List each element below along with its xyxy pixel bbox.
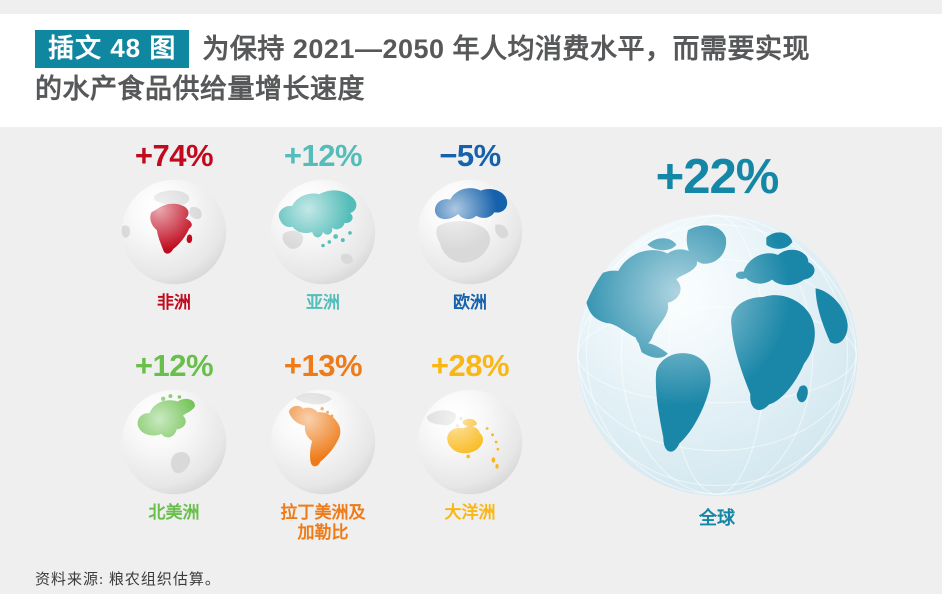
- region-asia: +12% 亚洲: [243, 136, 403, 313]
- africa-globe-icon: [121, 179, 227, 285]
- latin-america-label-line2: 加勒比: [297, 523, 349, 542]
- region-africa: +74% 非洲: [94, 136, 254, 313]
- asia-globe-icon: [270, 179, 376, 285]
- global-value: +22%: [655, 150, 780, 204]
- latin-america-globe-icon: [270, 389, 376, 495]
- europe-label: 欧洲: [453, 293, 487, 312]
- europe-globe-icon: [417, 179, 523, 285]
- europe-value: −5%: [439, 138, 501, 173]
- region-europe: −5% 欧洲: [390, 136, 550, 313]
- latin-america-label-line1: 拉丁美洲及: [280, 503, 366, 522]
- africa-label: 非洲: [157, 293, 191, 312]
- oceania-value: +28%: [430, 348, 510, 383]
- global-label: 全球: [699, 508, 735, 528]
- region-global: +22%: [555, 148, 879, 530]
- asia-label: 亚洲: [306, 293, 340, 312]
- figure-number-badge: 插文 48 图: [35, 30, 190, 68]
- latin-america-value: +13%: [283, 348, 363, 383]
- global-globe-icon: [576, 214, 858, 496]
- figure-title-line1: 为保持 2021—2050 年人均消费水平，而需要实现: [202, 34, 811, 64]
- oceania-globe-icon: [417, 389, 523, 495]
- asia-value: +12%: [283, 138, 363, 173]
- oceania-label: 大洋洲: [444, 503, 496, 522]
- source-note: 资料来源: 粮农组织估算。: [35, 572, 221, 588]
- africa-value: +74%: [134, 138, 214, 173]
- figure-title-line2: 的水产食品供给量增长速度: [35, 74, 365, 104]
- region-oceania: +28% 大洋洲: [390, 346, 550, 523]
- latin-america-label: 拉丁美洲及 加勒比: [243, 503, 403, 543]
- header: 插文 48 图 为保持 2021—2050 年人均消费水平，而需要实现 的水产食…: [0, 14, 942, 127]
- region-latin-america: +13% 拉丁美洲及 加勒比: [243, 346, 403, 543]
- north-america-value: +12%: [134, 348, 214, 383]
- north-america-globe-icon: [121, 389, 227, 495]
- region-north-america: +12% 北美洲: [94, 346, 254, 523]
- north-america-label: 北美洲: [148, 503, 200, 522]
